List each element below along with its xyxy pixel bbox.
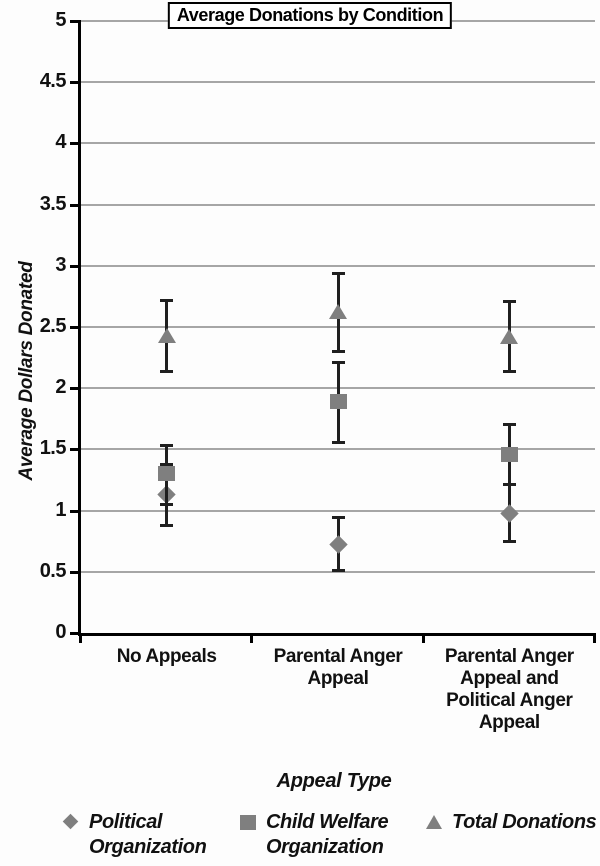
x-category-label-line: No Appeals <box>116 646 217 667</box>
legend-item-political-organization: Political Organization <box>62 810 207 860</box>
x-category-label-line: Parental Anger <box>273 646 403 667</box>
x-category-label-line: Appeal <box>307 668 369 689</box>
legend-label: Total Donations <box>452 810 597 835</box>
marker-triangle <box>500 328 519 344</box>
x-category-label-line: Political Anger <box>446 690 573 711</box>
y-tick <box>70 509 81 513</box>
error-bar-cap-top <box>331 516 345 520</box>
legend-label-line: Child Welfare <box>266 811 389 833</box>
y-tick-label: 2 <box>55 376 66 399</box>
legend-item-child-welfare-organization: Child Welfare Organization <box>240 810 389 860</box>
marker-diamond <box>328 535 348 555</box>
y-tick-label: 2.5 <box>39 315 67 337</box>
error-bar-cap-top <box>502 423 516 427</box>
error-bar-cap-top <box>160 444 174 448</box>
error-bar-cap-bottom <box>502 483 516 487</box>
x-category-label: Parental Anger Appeal and Political Anger A… <box>419 646 599 734</box>
gridline <box>81 509 595 512</box>
x-category-label-line: Appeal and <box>460 668 559 689</box>
x-tick <box>593 633 596 643</box>
x-tick <box>79 633 82 643</box>
marker-triangle <box>157 327 176 343</box>
error-bar-cap-bottom <box>502 539 516 543</box>
error-bar-cap-top <box>331 271 345 275</box>
y-tick-label: 0.5 <box>39 559 67 582</box>
legend-label-line: Political <box>89 811 163 833</box>
y-tick-label: 3 <box>55 253 66 276</box>
x-axis-title: Appeal Type <box>276 770 392 792</box>
error-bar-cap-top <box>160 298 174 302</box>
y-tick-label: 5 <box>55 9 66 31</box>
y-tick <box>70 81 81 85</box>
legend-marker-box <box>62 810 89 830</box>
x-category-label-line: Appeal <box>478 712 540 733</box>
marker-square <box>500 446 518 462</box>
chart-title: Average Donations by Condition <box>167 2 453 29</box>
marker-diamond <box>500 503 519 523</box>
y-tick <box>70 387 81 391</box>
y-tick <box>70 326 81 329</box>
legend-label-line: Organization <box>266 836 384 858</box>
legend-item-total-donations: Total Donations <box>426 810 597 835</box>
error-bar-cap-bottom <box>331 349 345 353</box>
legend-label: Child Welfare Organization <box>266 810 389 860</box>
gridline <box>81 142 595 145</box>
x-tick <box>421 633 425 643</box>
square-icon <box>240 815 256 830</box>
y-tick-label: 3.5 <box>39 192 67 215</box>
x-category-label: Parental Anger Appeal <box>248 646 428 690</box>
x-axis-line <box>78 633 595 636</box>
y-tick-label: 1 <box>55 498 66 521</box>
legend-label: Political Organization <box>89 810 207 860</box>
error-bar-cap-bottom <box>502 369 516 373</box>
error-bar-cap-bottom <box>160 502 174 506</box>
legend-marker-box <box>426 810 452 829</box>
gridline <box>81 448 595 451</box>
x-category-label: No Appeals <box>77 646 257 668</box>
legend-marker-box <box>240 810 266 830</box>
marker-square <box>329 394 347 410</box>
error-bar-cap-bottom <box>160 369 174 373</box>
triangle-icon <box>426 815 442 829</box>
y-axis-title: Average Dollars Donated <box>16 261 37 481</box>
y-tick <box>70 203 81 207</box>
y-tick <box>70 448 81 452</box>
error-bar-cap-top <box>502 299 516 303</box>
error-bar-cap-bottom <box>160 523 174 527</box>
gridline <box>81 81 595 84</box>
y-tick <box>70 632 81 635</box>
legend-label-line: Total Donations <box>452 811 597 833</box>
y-tick <box>70 570 81 574</box>
x-tick <box>250 633 254 643</box>
y-tick <box>70 264 81 268</box>
diamond-icon <box>62 813 79 830</box>
legend-label-line: Organization <box>89 836 207 858</box>
marker-square <box>158 466 176 482</box>
y-tick-label: 1.5 <box>39 437 67 460</box>
x-category-label-line: Parental Anger <box>444 646 574 667</box>
y-tick <box>70 20 81 23</box>
y-tick <box>70 142 81 146</box>
y-tick-label: 0 <box>55 621 66 643</box>
gridline <box>81 203 595 206</box>
error-bar-cap-bottom <box>331 440 345 444</box>
gridline <box>81 264 595 267</box>
marker-triangle <box>329 304 347 320</box>
y-tick-label: 4 <box>55 131 66 154</box>
error-bar-cap-bottom <box>331 569 345 573</box>
error-bar-cap-top <box>331 360 345 364</box>
y-tick-label: 4.5 <box>39 70 67 93</box>
